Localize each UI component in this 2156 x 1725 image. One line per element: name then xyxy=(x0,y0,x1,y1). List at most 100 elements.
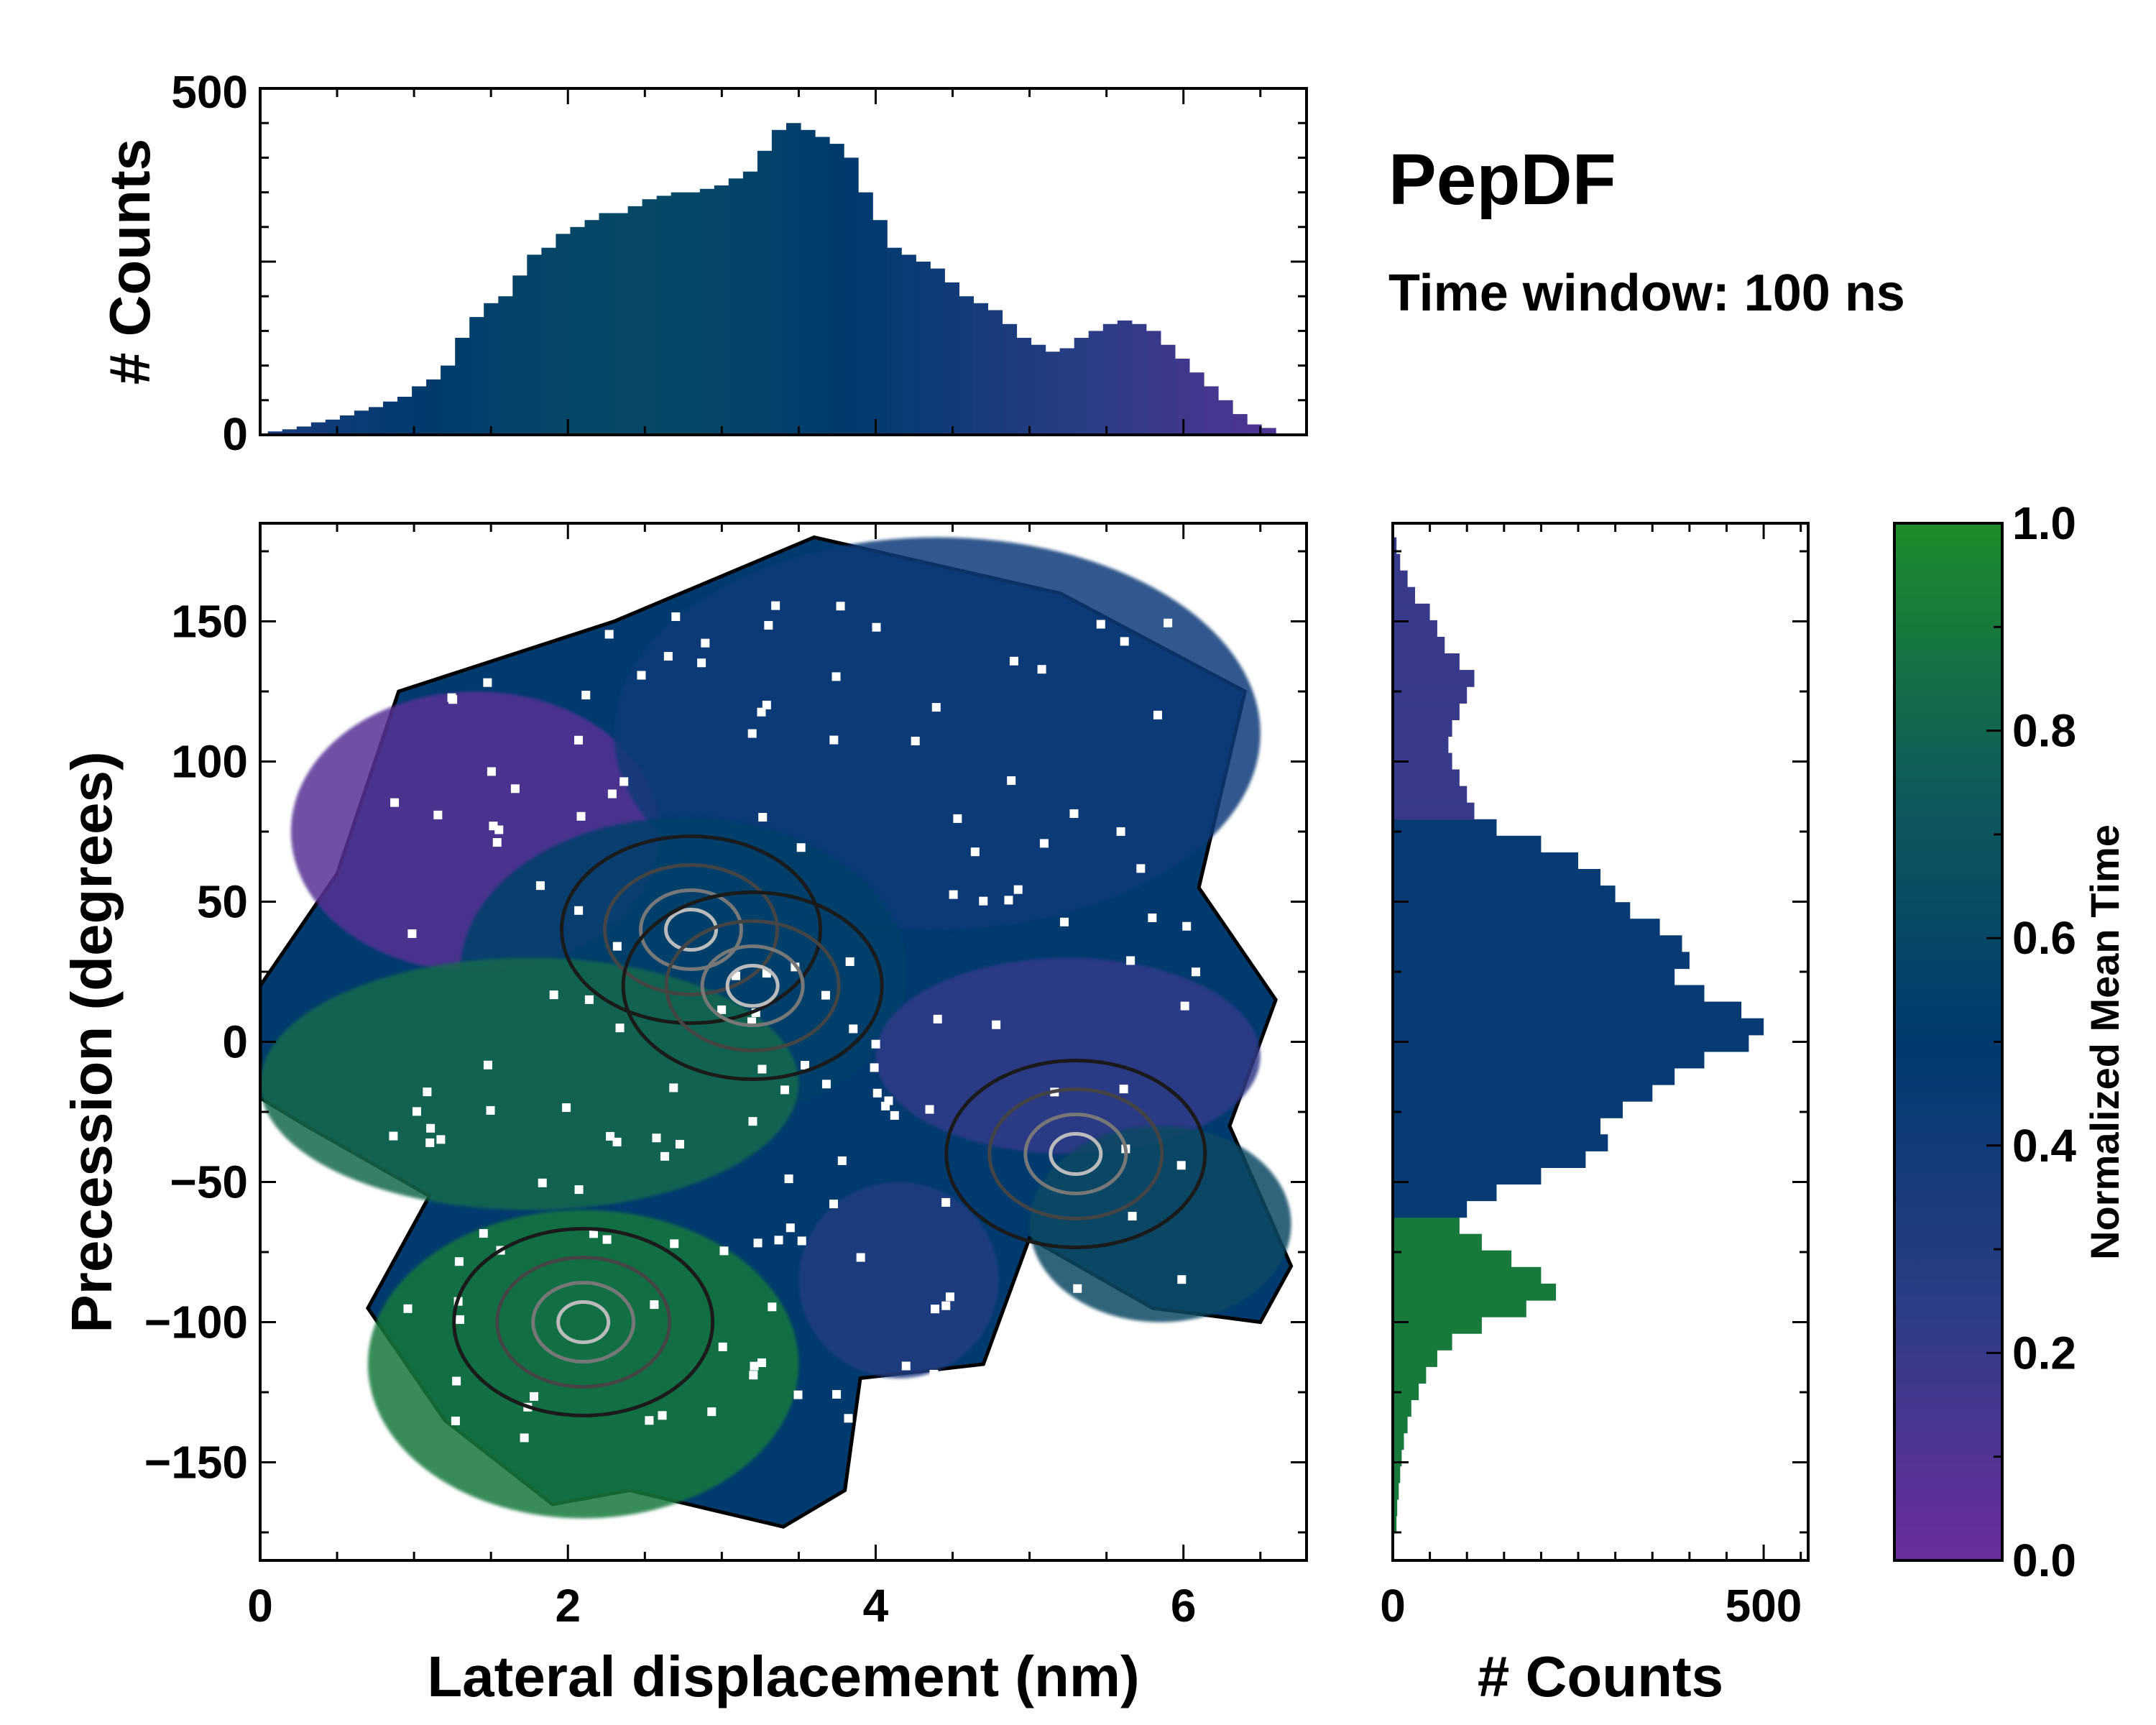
top-histogram-bar xyxy=(1102,323,1118,435)
right-histogram-bar xyxy=(1393,1118,1600,1135)
right-xtick-label-zero: 0 xyxy=(1380,1580,1406,1632)
right-histogram-bar xyxy=(1393,1067,1675,1085)
heatmap-empty-bin xyxy=(637,671,646,680)
heatmap-empty-bin xyxy=(753,1238,763,1248)
heatmap-empty-bin xyxy=(1000,1323,1010,1333)
heatmap-empty-bin xyxy=(1116,827,1125,836)
heatmap-region-violet-right-middle xyxy=(875,957,1261,1154)
right-histogram-bar xyxy=(1393,1034,1749,1052)
top-histogram-bar xyxy=(541,247,556,435)
heatmap-empty-bin xyxy=(1177,1275,1187,1284)
top-histogram-bar xyxy=(267,431,283,435)
density-contour xyxy=(639,888,744,971)
density-contours xyxy=(452,834,1207,1417)
heatmap-empty-bin xyxy=(701,638,710,648)
right-histogram-bar xyxy=(1393,637,1445,654)
heatmap-empty-bin xyxy=(425,1138,435,1147)
heatmap-empty-bin xyxy=(574,906,584,915)
main-xtick-label: 0 xyxy=(247,1580,273,1632)
heatmap-empty-bin xyxy=(764,621,773,630)
heatmap-empty-bin xyxy=(454,1257,464,1266)
top-histogram-bar xyxy=(613,213,629,435)
heatmap-empty-bin xyxy=(612,1137,622,1146)
right-histogram-bar xyxy=(1393,570,1408,588)
main-ytick-label: 50 xyxy=(197,876,248,928)
heatmap-empty-bin xyxy=(576,811,586,821)
heatmap-empty-bin xyxy=(1090,1409,1100,1419)
heatmap-empty-bin xyxy=(479,1229,488,1238)
right-histogram-bar xyxy=(1393,1233,1482,1251)
right-histogram-bar xyxy=(1393,620,1437,638)
heatmap-empty-bin xyxy=(535,881,545,891)
right-histogram-bar xyxy=(1393,1217,1460,1235)
top-histogram-bar xyxy=(498,296,513,435)
heatmap-empty-bin xyxy=(757,1064,767,1074)
heatmap-empty-bin xyxy=(707,1407,717,1417)
top-histogram-bar xyxy=(973,303,988,435)
density-contour xyxy=(452,1227,715,1417)
heatmap-empty-bin xyxy=(931,703,941,712)
heatmap-empty-bin xyxy=(602,1235,612,1244)
heatmap-empty-bin xyxy=(423,1087,432,1097)
heatmap-empty-bin xyxy=(849,1024,858,1034)
right-histogram-bar xyxy=(1393,553,1401,571)
main-xlabel: Lateral displacement (nm) xyxy=(427,1644,1139,1708)
top-histogram-bar xyxy=(383,401,398,435)
right-histogram-bar xyxy=(1393,902,1631,919)
heatmap-empty-bin xyxy=(929,1369,939,1379)
heatmap-empty-bin xyxy=(774,1236,783,1245)
main-xtick-label: 4 xyxy=(863,1580,889,1632)
right-histogram-bar xyxy=(1393,886,1616,903)
right-histogram-bar xyxy=(1393,1051,1705,1069)
heatmap-empty-bin xyxy=(645,1416,654,1425)
top-histogram-bar xyxy=(412,386,427,435)
heatmap-empty-bin xyxy=(589,1229,598,1238)
right-xlabel: # Counts xyxy=(1478,1644,1723,1708)
heatmap-empty-bin xyxy=(970,847,980,857)
heatmap-empty-bin xyxy=(390,798,400,807)
heatmap-empty-bin xyxy=(494,825,504,834)
heatmap-region-blue-lower-middle xyxy=(798,1182,999,1379)
main-heatmap: 0 2 4 6 150 100 50 0 −50 −100 −150 Lateral displa… xyxy=(60,522,1308,1708)
heatmap-empty-bin xyxy=(945,1292,954,1302)
heatmap-empty-bin xyxy=(663,652,673,661)
top-histogram-bar xyxy=(699,188,715,435)
top-histogram-bar xyxy=(671,192,686,435)
top-histogram-bar xyxy=(844,157,859,435)
heatmap-empty-bin xyxy=(1164,618,1173,627)
density-contour xyxy=(495,1256,672,1389)
heatmap-empty-bin xyxy=(747,729,757,738)
top-histogram-bar xyxy=(527,254,542,435)
heatmap-empty-bin xyxy=(530,1392,539,1401)
heatmap-empty-bin xyxy=(1120,637,1129,646)
top-ylabel: # Counts xyxy=(98,139,162,385)
heatmap-region-green-lower-left xyxy=(367,1210,799,1519)
top-histogram-bar xyxy=(829,144,844,435)
right-histogram-bar xyxy=(1393,686,1468,704)
top-histogram-bar xyxy=(887,247,902,435)
right-histogram-bar xyxy=(1393,1432,1404,1450)
right-histogram-bar xyxy=(1393,1085,1653,1102)
top-histogram-bar xyxy=(656,196,672,435)
top-histogram-bar xyxy=(426,379,441,435)
top-histogram-bar xyxy=(1160,344,1176,435)
heatmap-empty-bin xyxy=(1004,896,1013,905)
top-histogram-bar xyxy=(1074,338,1089,435)
heatmap-empty-bin xyxy=(1007,776,1016,786)
heatmap-empty-bin xyxy=(771,601,780,610)
top-histogram-bar xyxy=(310,422,326,435)
heatmap-empty-bin xyxy=(574,735,584,745)
heatmap-empty-bin xyxy=(1040,1319,1049,1328)
heatmap-empty-bin xyxy=(953,814,962,823)
heatmap-empty-bin xyxy=(455,1315,464,1324)
right-histogram-bar xyxy=(1393,1366,1427,1384)
heatmap-empty-bin xyxy=(845,957,854,966)
top-histogram-bar xyxy=(685,192,701,435)
main-xtick-label: 2 xyxy=(555,1580,581,1632)
heatmap-empty-bin xyxy=(1009,656,1018,666)
heatmap-empty-bin xyxy=(872,622,881,632)
heatmap-empty-bin xyxy=(1153,710,1162,719)
heatmap-empty-bin xyxy=(931,1305,940,1314)
heatmap-empty-bin xyxy=(574,1185,584,1195)
main-xtick-label: 6 xyxy=(1171,1580,1197,1632)
